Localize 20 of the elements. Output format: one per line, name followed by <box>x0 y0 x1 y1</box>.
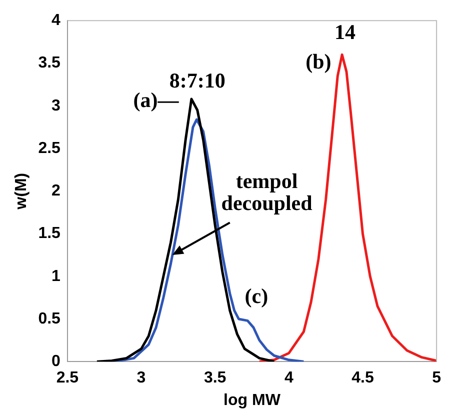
y-tick-label: 3 <box>52 97 61 114</box>
y-tick-label: 0 <box>52 353 61 370</box>
x-tick-label: 3.5 <box>204 370 226 387</box>
x-tick-label: 3 <box>136 370 146 387</box>
y-tick-label: 1.5 <box>38 225 61 242</box>
y-tick-label: 2 <box>52 182 61 200</box>
annotation: 14 <box>334 20 356 44</box>
y-tick-label: 3.5 <box>38 54 61 72</box>
annotation: (c) <box>244 284 268 308</box>
x-axis-title: log MW <box>224 392 282 409</box>
y-tick-label: 4 <box>52 12 61 30</box>
y-tick-label: 1 <box>52 268 61 285</box>
x-tick-label: 4.5 <box>352 370 374 387</box>
x-tick-label: 4 <box>284 370 294 387</box>
annotation: (b) <box>306 50 332 74</box>
y-tick-label: 0.5 <box>38 310 61 328</box>
y-tick-label: 2.5 <box>38 140 61 157</box>
y-axis-title: w(M) <box>13 172 30 210</box>
annotation: tempol decoupled <box>221 169 313 216</box>
x-tick-label: 5 <box>432 370 442 387</box>
